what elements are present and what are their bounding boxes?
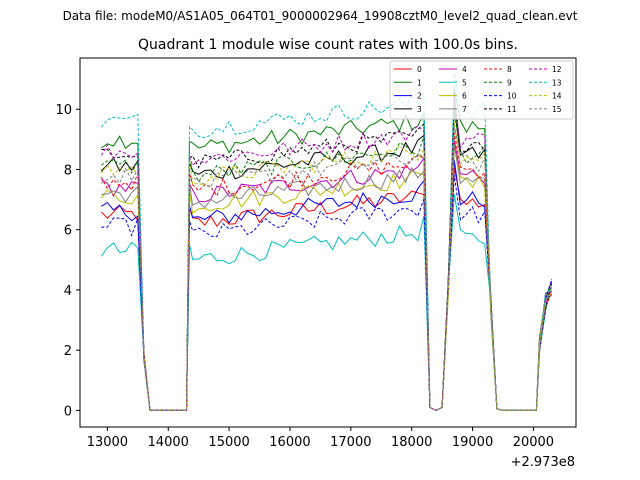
legend-label-14: 14 <box>552 92 562 101</box>
x-axis: 13000 14000 15000 16000 17000 18000 19000 20000 <box>87 427 554 450</box>
legend-label-3: 3 <box>417 105 422 114</box>
x-tick-label: 17000 <box>330 435 371 450</box>
legend-label-11: 11 <box>507 105 517 114</box>
legend-label-8: 8 <box>507 65 512 74</box>
series-line-15 <box>101 126 553 411</box>
series-line-2 <box>101 159 552 411</box>
axes-frame <box>79 57 577 428</box>
plot-area <box>100 73 553 411</box>
legend-label-4: 4 <box>462 65 467 74</box>
y-tick-label: 8 <box>64 163 72 178</box>
y-tick-label: 4 <box>64 284 72 299</box>
y-tick-label: 6 <box>64 224 72 239</box>
legend-label-1: 1 <box>417 78 422 87</box>
legend-label-15: 15 <box>552 105 562 114</box>
series-line-13 <box>100 73 552 411</box>
x-offset-label: +2.973e8 <box>511 455 575 470</box>
series-line-11 <box>101 93 553 411</box>
y-tick-label: 0 <box>64 404 72 419</box>
legend-label-0: 0 <box>417 65 422 74</box>
x-tick-label: 13000 <box>87 435 128 450</box>
legend-label-10: 10 <box>507 92 517 101</box>
suptitle: Data file: modeM0/AS1A05_064T01_90000029… <box>63 9 578 23</box>
x-tick-label: 20000 <box>513 435 554 450</box>
series-line-10 <box>101 174 553 411</box>
x-tick-label: 16000 <box>269 435 310 450</box>
legend-label-6: 6 <box>462 92 467 101</box>
series-line-12 <box>100 95 553 411</box>
chart-title: Quadrant 1 module wise count rates with … <box>138 37 518 53</box>
series-line-14 <box>100 121 553 411</box>
legend-label-5: 5 <box>462 78 467 87</box>
x-tick-label: 19000 <box>452 435 493 450</box>
y-tick-label: 2 <box>64 344 72 359</box>
y-axis: 0 2 4 6 8 10 <box>55 103 80 419</box>
legend-label-12: 12 <box>552 65 562 74</box>
x-tick-label: 18000 <box>391 435 432 450</box>
series-line-0 <box>100 167 553 411</box>
series-line-1 <box>101 88 553 411</box>
legend-label-7: 7 <box>462 105 467 114</box>
series-line-9 <box>101 112 553 411</box>
legend-label-2: 2 <box>417 92 422 101</box>
x-tick-label: 15000 <box>208 435 249 450</box>
series-line-5 <box>100 194 553 411</box>
series-line-7 <box>101 144 553 411</box>
series-line-6 <box>100 147 553 411</box>
y-tick-label: 10 <box>55 103 72 118</box>
series-line-4 <box>101 140 553 411</box>
legend-box <box>389 60 574 120</box>
series-line-8 <box>100 132 553 411</box>
x-tick-label: 14000 <box>148 435 189 450</box>
legend-label-13: 13 <box>552 78 562 87</box>
legend-label-9: 9 <box>507 78 512 87</box>
